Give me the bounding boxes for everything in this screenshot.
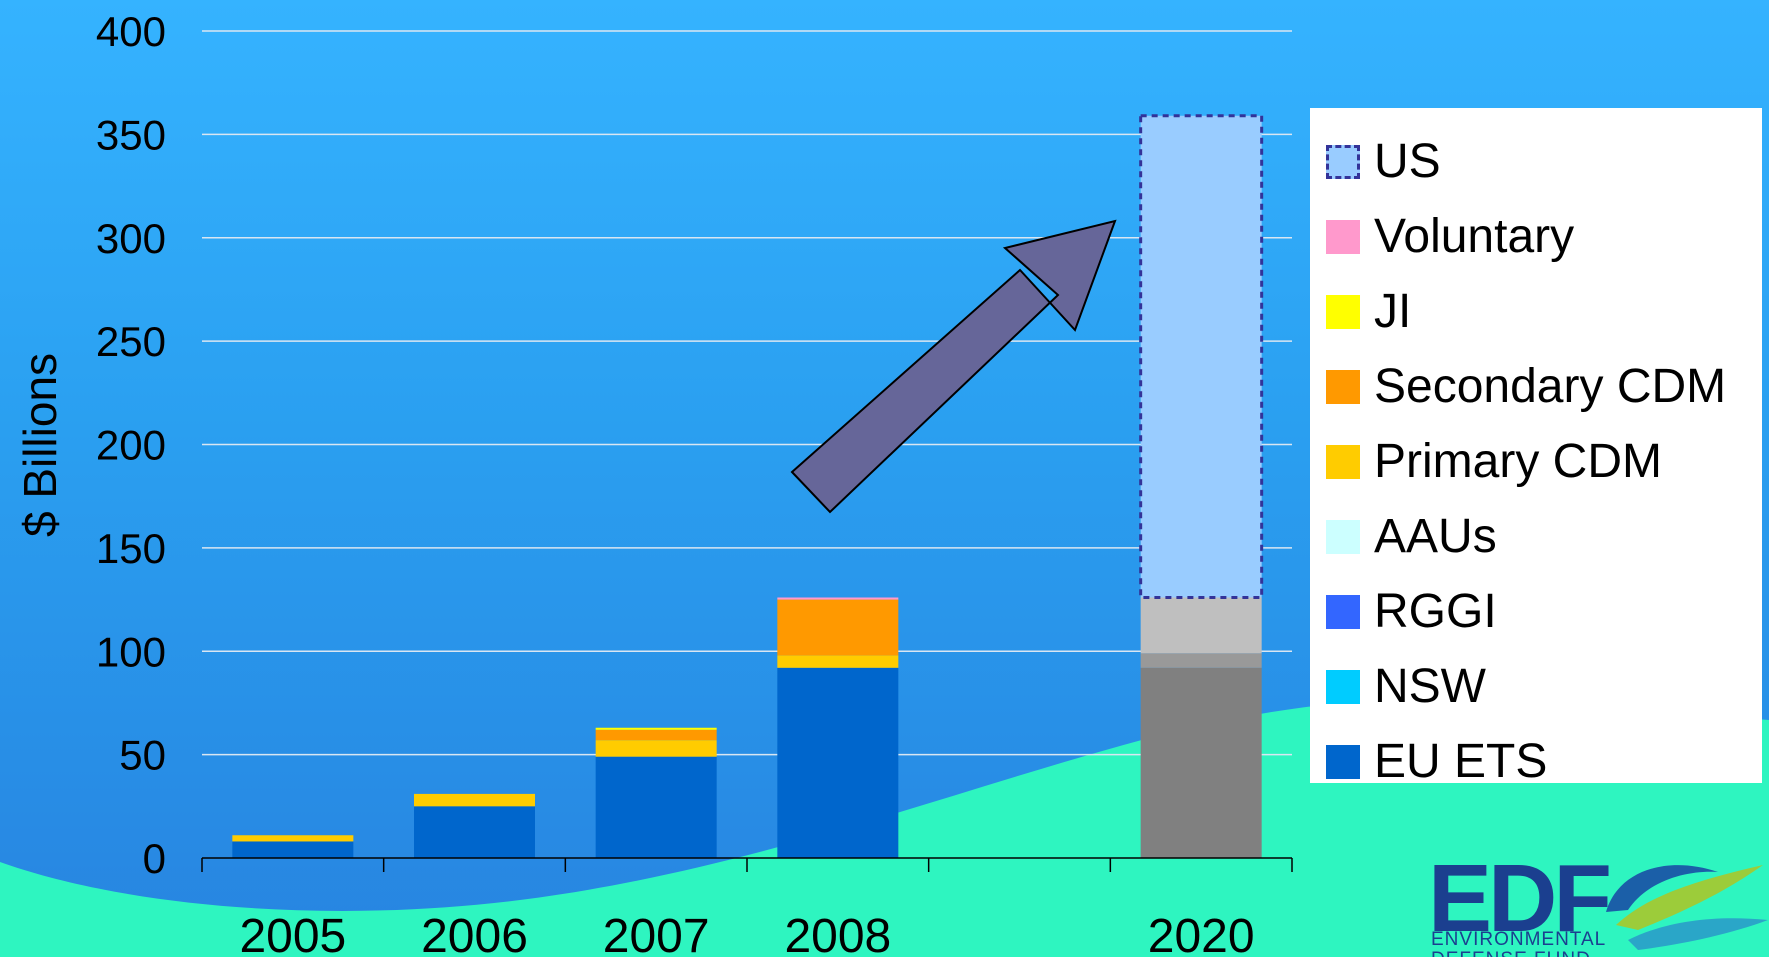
legend-swatch: [1326, 144, 1360, 179]
legend-label: US: [1374, 135, 1441, 188]
x-axis-labels: 2005 2006 2007 2008 2020: [239, 910, 1254, 957]
bar-segment-voluntary: [777, 597, 899, 600]
logo-swoosh-icon: [1606, 865, 1768, 950]
legend-label: EU ETS: [1374, 735, 1548, 788]
bar-segment-secondary-cdm: [595, 729, 717, 741]
y-tick-label: 150: [96, 525, 166, 572]
legend-item: Primary CDM: [1326, 424, 1762, 499]
bar-segment-eu-ets: [414, 806, 535, 858]
bar-segment-ji: [595, 727, 717, 730]
y-axis: 0 50 100 150 200 250 300 350 400: [96, 8, 166, 882]
legend-label: Secondary CDM: [1374, 360, 1727, 413]
legend-swatch: [1326, 594, 1360, 629]
bar-segment-projection: [1140, 653, 1262, 668]
y-tick-label: 350: [96, 111, 166, 158]
legend-item: EU ETS: [1326, 724, 1762, 799]
y-tick-label: 250: [96, 318, 166, 365]
x-tick-label: 2005: [239, 910, 346, 957]
logo-text: EDF: [1428, 850, 1612, 952]
legend-swatch: [1326, 219, 1360, 254]
y-tick-label: 0: [143, 835, 166, 882]
y-tick-label: 50: [119, 732, 166, 779]
legend-swatch: [1326, 444, 1360, 479]
x-axis: [201, 857, 1293, 872]
bar-segment-eu-ets: [777, 667, 899, 858]
legend-swatch: [1326, 519, 1360, 554]
legend-label: NSW: [1374, 660, 1486, 713]
bar-segment-eu-ets: [232, 841, 354, 858]
legend-label: JI: [1374, 285, 1412, 338]
bar-segment-primary-cdm: [777, 655, 899, 668]
bar-segment-primary-cdm: [414, 793, 535, 807]
x-tick-label: 2007: [603, 910, 710, 957]
y-tick-label: 300: [96, 215, 166, 262]
bar-segment-primary-cdm: [595, 740, 717, 757]
legend-item: JI: [1326, 274, 1762, 349]
bar-segment-projection: [1140, 667, 1262, 858]
growth-arrow: [790, 219, 1117, 514]
bar-segment-projection: [1140, 597, 1262, 654]
logo-subtitle-line2: DEFENSE FUND: [1431, 949, 1591, 957]
legend-label: Primary CDM: [1374, 435, 1662, 488]
bar-segment-primary-cdm: [232, 835, 354, 842]
edf-logo: EDF ENVIRONMENTAL DEFENSE FUND: [1428, 850, 1769, 957]
x-tick-label: 2008: [784, 910, 891, 957]
legend-item: NSW: [1326, 649, 1762, 724]
legend-label: Voluntary: [1374, 210, 1575, 263]
x-tick-label: 2020: [1148, 910, 1255, 957]
logo-subtitle-line1: ENVIRONMENTAL: [1431, 929, 1607, 950]
bar-segment-eu-ets: [595, 756, 717, 858]
y-tick-label: 100: [96, 628, 166, 675]
legend-swatch: [1326, 669, 1360, 704]
legend-item: RGGI: [1326, 574, 1762, 649]
bar-segment-secondary-cdm: [777, 599, 899, 656]
legend-label: AAUs: [1374, 510, 1497, 563]
gridlines: [202, 30, 1292, 756]
legend-label: RGGI: [1374, 585, 1497, 638]
logo-subtitle: ENVIRONMENTAL DEFENSE FUND: [1431, 930, 1606, 957]
legend: US Voluntary JI Secondary CDM Primary CDM AAU…: [1310, 108, 1762, 788]
legend-swatch: [1326, 369, 1360, 404]
legend-swatch: [1326, 744, 1360, 779]
legend-item: Voluntary: [1326, 199, 1762, 274]
y-tick-label: 200: [96, 422, 166, 469]
legend-swatch: [1326, 294, 1360, 329]
bar-segment-us: [1139, 114, 1264, 599]
y-axis-title: $ Billions: [14, 353, 66, 537]
x-tick-label: 2006: [421, 910, 528, 957]
y-tick-label: 400: [96, 8, 166, 55]
legend-item: AAUs: [1326, 499, 1762, 574]
bars: [232, 114, 1264, 858]
legend-item: Secondary CDM: [1326, 349, 1762, 424]
legend-item: US: [1326, 124, 1762, 199]
